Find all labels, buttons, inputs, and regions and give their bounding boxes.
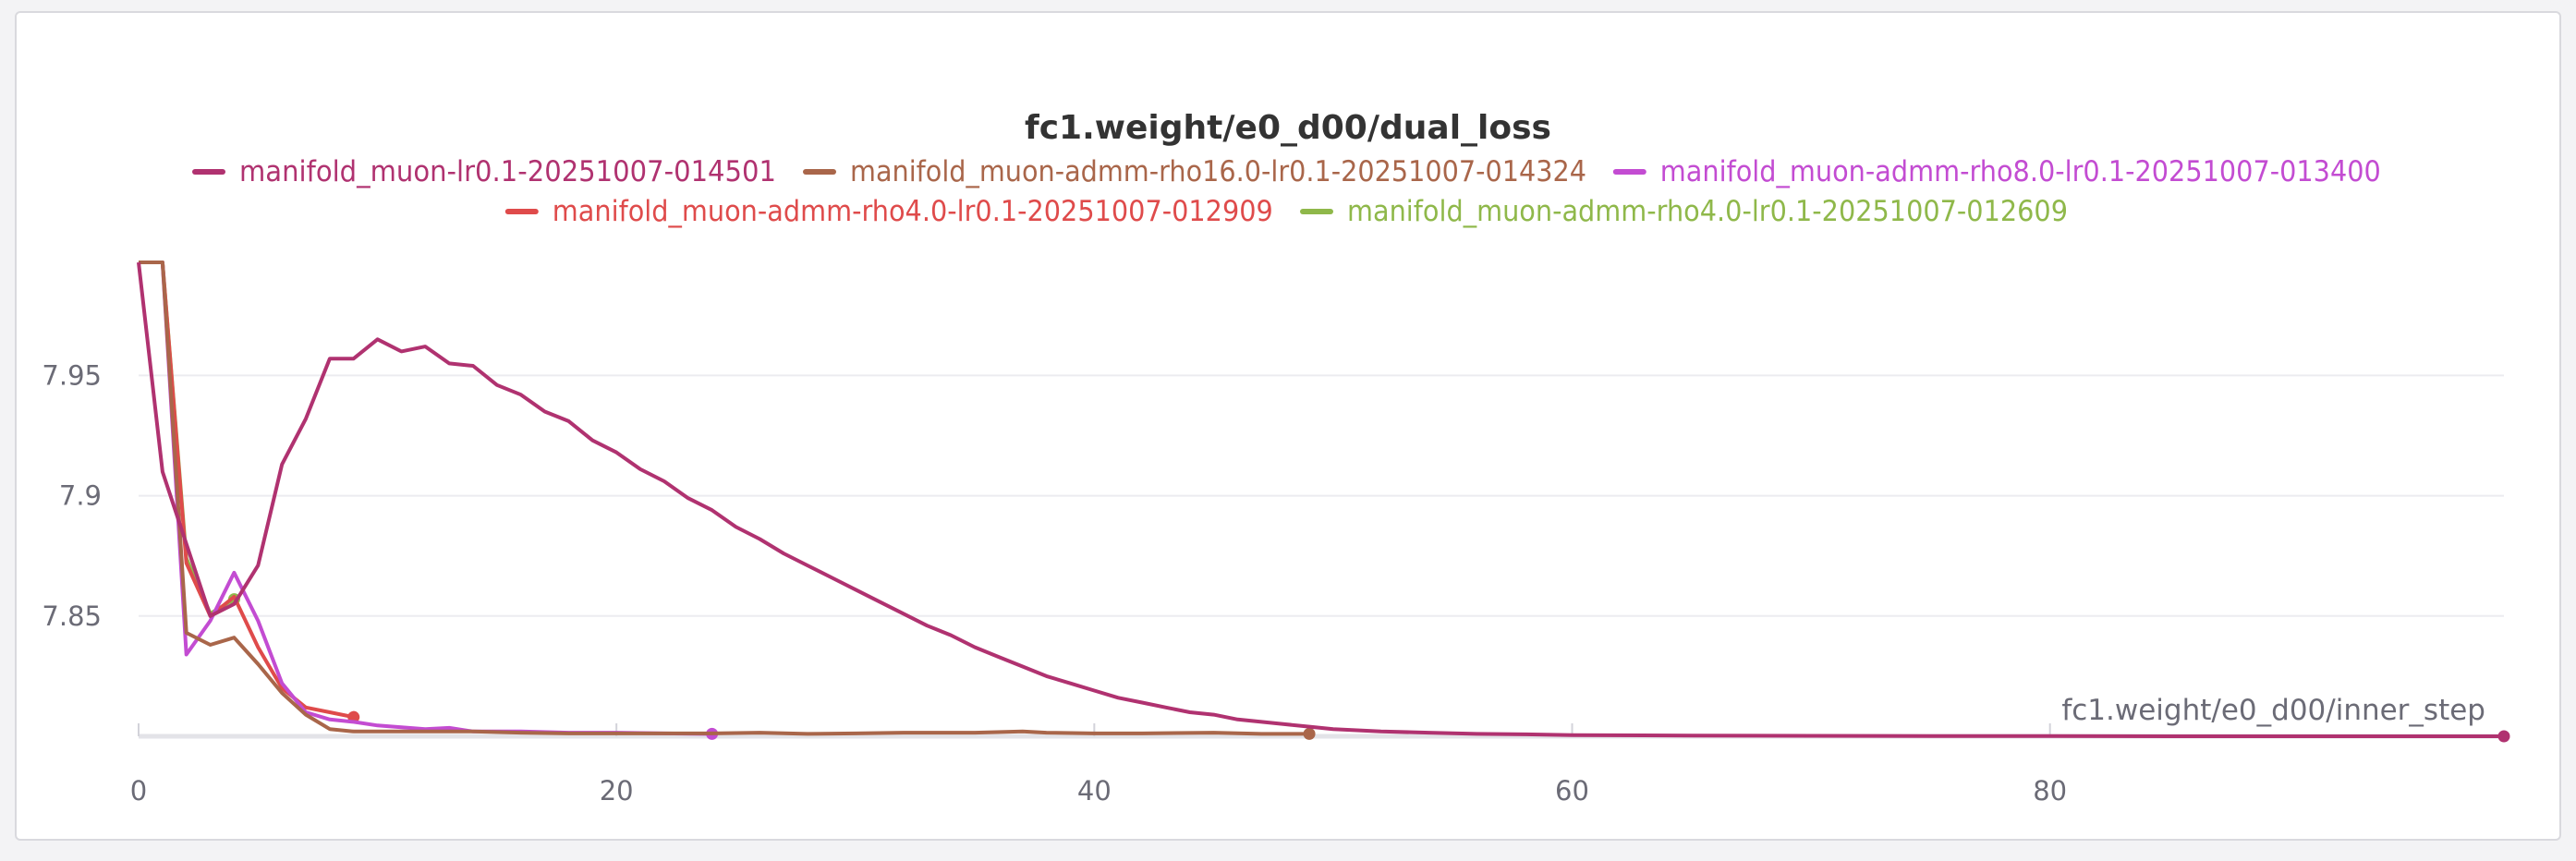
x-tick-label: 40 — [1077, 775, 1112, 806]
y-tick-label: 7.9 — [59, 480, 102, 512]
legend-item-label[interactable]: manifold_muon-lr0.1-20251007-014501 — [239, 155, 776, 188]
legend-item-label[interactable]: manifold_muon-admm-rho8.0-lr0.1-20251007… — [1660, 155, 2381, 188]
x-axis-label: fc1.weight/e0_d00/inner_step — [2061, 694, 2485, 727]
x-tick-label: 20 — [600, 775, 634, 806]
series-line — [137, 261, 2504, 738]
series-line — [139, 261, 712, 736]
legend-item-label[interactable]: manifold_muon-admm-rho4.0-lr0.1-20251007… — [553, 195, 1273, 228]
series-line — [139, 261, 355, 720]
grid-lines — [139, 374, 2504, 617]
series-end-point — [2497, 730, 2510, 743]
legend-item-label[interactable]: manifold_muon-admm-rho16.0-lr0.1-2025100… — [850, 155, 1586, 188]
legend-item-label[interactable]: manifold_muon-admm-rho4.0-lr0.1-20251007… — [1347, 195, 2068, 228]
series-line — [139, 261, 1310, 736]
series-lines — [137, 261, 2510, 743]
x-tick-label: 80 — [2033, 775, 2067, 806]
x-tick-label: 0 — [130, 775, 147, 806]
chart-panel — [15, 11, 2561, 841]
y-tick-label: 7.85 — [42, 600, 102, 632]
chart-title: fc1.weight/e0_d00/dual_loss — [1025, 109, 1551, 147]
y-axis-ticks: 7.85 7.9 7.95 — [42, 359, 102, 631]
x-tick-label: 60 — [1555, 775, 1589, 806]
series-end-point — [1303, 727, 1316, 740]
y-tick-label: 7.95 — [42, 359, 102, 391]
